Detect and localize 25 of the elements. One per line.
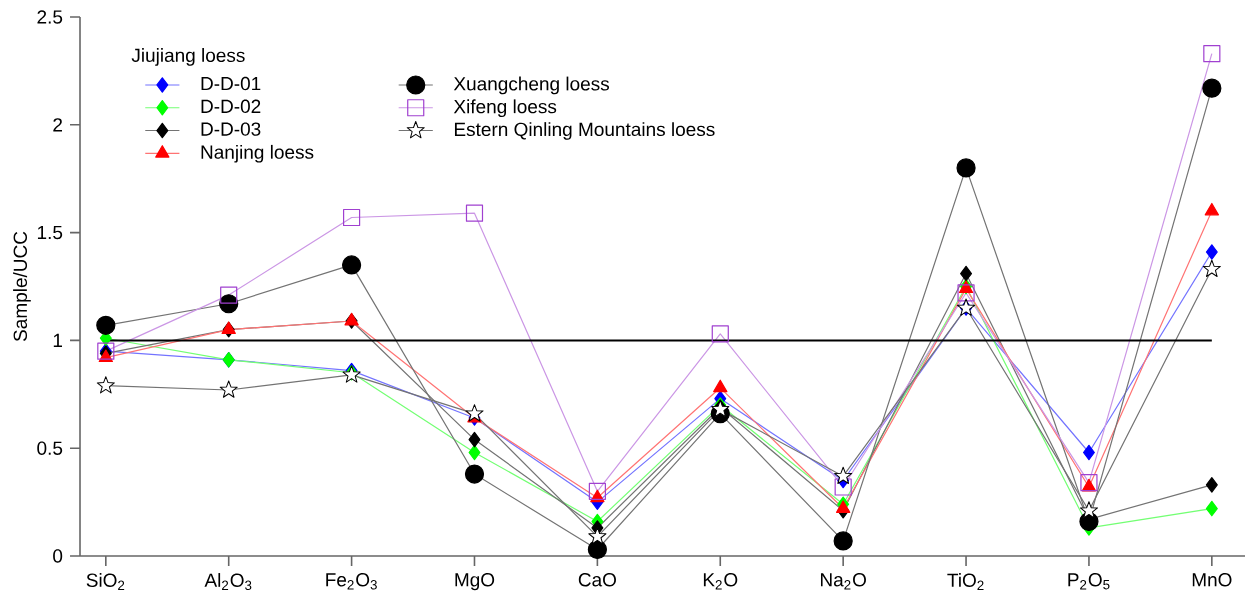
x-tick-label: CaO <box>578 573 616 587</box>
x-tick-label: SiO$_{2}$ <box>86 573 125 590</box>
x-tick-label: Na$_{2}$O <box>821 573 866 590</box>
legend-label: Nanjing loess <box>201 144 314 163</box>
x-tick-label: K$_{2}$O <box>703 573 738 590</box>
y-tick-label: 1.5 <box>37 225 63 240</box>
y-tick-label: 1 <box>53 333 62 347</box>
legend-label: Xuangcheng loess <box>453 76 610 95</box>
x-tick-label: MgO <box>455 573 495 591</box>
y-tick-label: 2 <box>53 118 62 132</box>
legend-label: D-D-02 <box>201 99 261 114</box>
y-tick-label: 0 <box>53 549 63 563</box>
x-tick-label: Al$_{2}$O$_{3}$ <box>204 573 252 591</box>
x-tick-label: MnO <box>1192 573 1232 587</box>
x-tick-label: TiO$_{2}$ <box>947 573 984 590</box>
y-axis-title: Sample/UCC <box>13 231 31 342</box>
legend-label: D-D-01 <box>201 76 261 91</box>
legend-title: Jiujiang loess <box>131 48 245 66</box>
y-tick-label: 0.5 <box>37 441 63 455</box>
legend-label: Estern Qinling Mountains loess <box>454 122 715 140</box>
legend-label: Xifeng loess <box>453 99 557 118</box>
legend-label: D-D-03 <box>201 122 261 136</box>
y-tick-label: 2.5 <box>37 10 63 24</box>
x-tick-label: P$_{2}$O$_{5}$ <box>1068 573 1110 590</box>
x-tick-label: Fe$_{2}$O$_{3}$ <box>326 573 377 590</box>
